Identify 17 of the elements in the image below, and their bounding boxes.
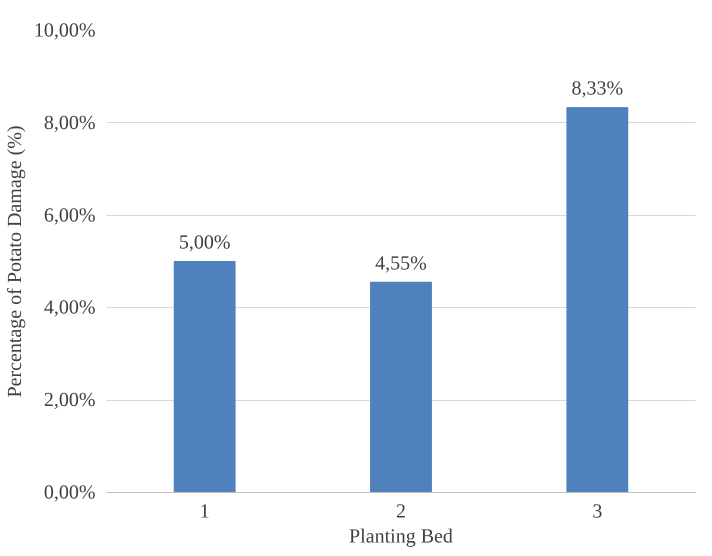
y-tick-label: 10,00% [34, 20, 96, 42]
data-label: 4,55% [375, 252, 427, 274]
y-tick-label: 0,00% [44, 482, 96, 504]
bar [370, 282, 432, 492]
y-tick-label: 4,00% [44, 296, 96, 319]
y-tick-label: 6,00% [44, 204, 96, 226]
y-axis-title: Percentage of Potato Damage (%) [4, 125, 26, 398]
bar [566, 107, 628, 492]
x-tick-label: 2 [396, 500, 406, 522]
y-tick-label: 8,00% [44, 112, 96, 134]
data-label: 8,33% [572, 78, 624, 100]
bar [174, 261, 236, 492]
x-tick-label: 3 [592, 500, 602, 522]
data-label: 5,00% [178, 232, 231, 254]
x-tick-label: 1 [200, 500, 210, 522]
y-tick-label: 2,00% [44, 389, 96, 412]
x-axis-title: Planting Bed [349, 526, 453, 548]
